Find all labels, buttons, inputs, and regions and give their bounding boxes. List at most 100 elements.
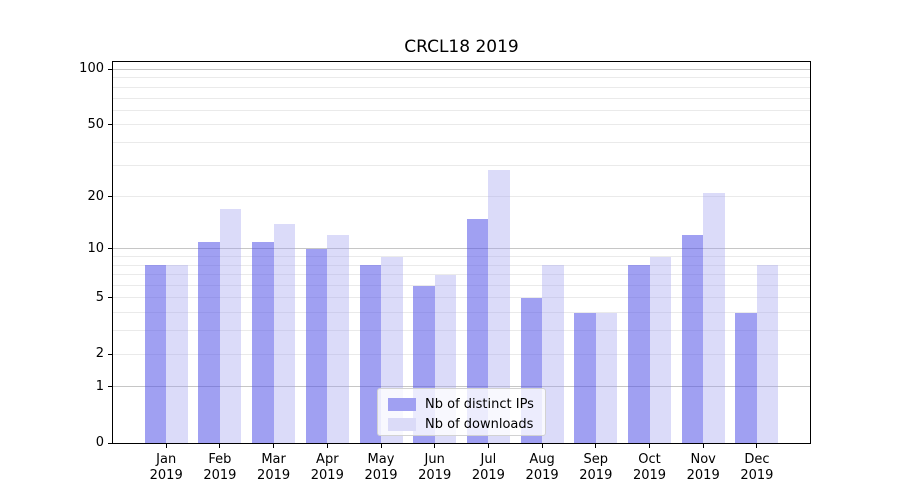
x-tick-month: May (367, 452, 395, 467)
x-tick-mark (434, 443, 436, 448)
legend-item-distinct-ips: Nb of distinct IPs (388, 396, 545, 413)
gridline-minor (113, 330, 810, 332)
y-tick-label: 50 (87, 116, 104, 132)
x-tick-year: 2019 (364, 468, 398, 483)
bar-downloads (756, 265, 779, 443)
x-tick-month: Aug (529, 452, 555, 467)
x-tick-month: Dec (744, 452, 770, 467)
bar-distinct-ips (628, 265, 650, 443)
y-tick-mark (108, 196, 113, 198)
bar-distinct-ips (681, 235, 704, 443)
x-tick-mark (649, 443, 650, 448)
bar-downloads (488, 170, 510, 443)
plot-area (112, 61, 811, 444)
x-tick-year: 2019 (686, 468, 720, 483)
gridline-minor (113, 164, 810, 166)
x-tick-mark (756, 443, 758, 448)
bar-downloads (219, 209, 242, 443)
gridline-minor (113, 285, 810, 287)
legend-item-downloads: Nb of downloads (388, 416, 545, 433)
legend-swatch-distinct-ips (388, 398, 416, 411)
gridline-major (113, 386, 810, 388)
bar-downloads (166, 265, 188, 443)
bar-downloads (595, 312, 618, 443)
x-tick-mark (541, 443, 543, 448)
legend-swatch-downloads (388, 418, 416, 431)
y-tick-label: 10 (87, 240, 104, 256)
x-tick-label: Dec 2019 (727, 452, 787, 484)
legend: Nb of distinct IPs Nb of downloads (377, 388, 546, 436)
legend-label-downloads: Nb of downloads (425, 417, 534, 432)
x-tick-label: Feb 2019 (190, 452, 250, 484)
bar-downloads (649, 256, 671, 443)
x-tick-year: 2019 (149, 468, 183, 483)
x-tick-label: Apr 2019 (297, 452, 357, 484)
x-tick-mark (219, 443, 221, 448)
gridline-minor (113, 77, 810, 79)
bar-distinct-ips (198, 241, 220, 443)
y-tick-mark (108, 442, 113, 444)
x-tick-year: 2019 (579, 468, 613, 483)
bar-downloads (542, 265, 564, 443)
y-tick-label: 5 (95, 289, 104, 305)
y-tick-mark (108, 386, 113, 388)
gridline-major (113, 248, 810, 250)
y-tick-label: 2 (95, 346, 104, 362)
x-tick-label: Oct 2019 (620, 452, 680, 484)
y-tick-label: 1 (95, 378, 104, 394)
x-tick-year: 2019 (310, 468, 344, 483)
bar-distinct-ips (359, 265, 381, 443)
x-tick-month: Oct (638, 452, 661, 467)
x-tick-month: Jun (424, 452, 445, 467)
bar-downloads (327, 235, 349, 443)
x-tick-mark (326, 443, 328, 448)
x-tick-mark (165, 443, 167, 448)
x-tick-year: 2019 (257, 468, 291, 483)
x-tick-month: Feb (208, 452, 232, 467)
gridline-minor (113, 312, 810, 314)
x-tick-month: Sep (583, 452, 609, 467)
x-tick-year: 2019 (632, 468, 667, 483)
x-tick-mark (380, 443, 382, 448)
x-tick-label: Mar 2019 (244, 452, 304, 484)
gridline-major (113, 68, 810, 70)
x-tick-mark (273, 443, 275, 448)
x-tick-month: Jul (480, 452, 497, 467)
x-tick-year: 2019 (525, 468, 559, 483)
y-tick-mark (108, 248, 113, 250)
x-tick-month: Nov (690, 452, 716, 467)
y-tick-label: 0 (95, 435, 104, 450)
y-tick-mark (108, 353, 113, 355)
x-tick-mark (702, 443, 704, 448)
gridline-minor (113, 264, 810, 266)
y-tick-mark (108, 297, 113, 299)
bar-distinct-ips (144, 265, 167, 443)
bar-distinct-ips (252, 241, 274, 443)
x-tick-month: Jan (156, 452, 177, 467)
x-tick-mark (487, 443, 489, 448)
bar-distinct-ips (735, 312, 757, 443)
x-tick-month: Mar (261, 452, 286, 467)
gridline-minor (113, 196, 810, 198)
x-tick-label: Nov 2019 (673, 452, 733, 484)
x-tick-mark (595, 443, 597, 448)
x-tick-month: Apr (316, 452, 339, 467)
y-tick-label: 20 (87, 188, 104, 204)
bar-downloads (703, 192, 725, 443)
x-tick-label: May 2019 (351, 452, 411, 484)
x-tick-year: 2019 (471, 468, 505, 483)
x-tick-label: Jan 2019 (136, 452, 196, 484)
x-tick-label: Jun 2019 (405, 452, 465, 484)
gridline-minor (113, 297, 810, 299)
x-tick-label: Sep 2019 (566, 452, 626, 484)
x-tick-year: 2019 (203, 468, 237, 483)
gridline-minor (113, 124, 810, 126)
x-tick-year: 2019 (740, 468, 774, 483)
bar-distinct-ips (574, 312, 596, 443)
y-tick-mark (108, 68, 113, 70)
gridline-minor (113, 97, 810, 99)
x-tick-label: Aug 2019 (512, 452, 572, 484)
gridline-minor (113, 274, 810, 276)
bar-downloads (273, 223, 296, 443)
